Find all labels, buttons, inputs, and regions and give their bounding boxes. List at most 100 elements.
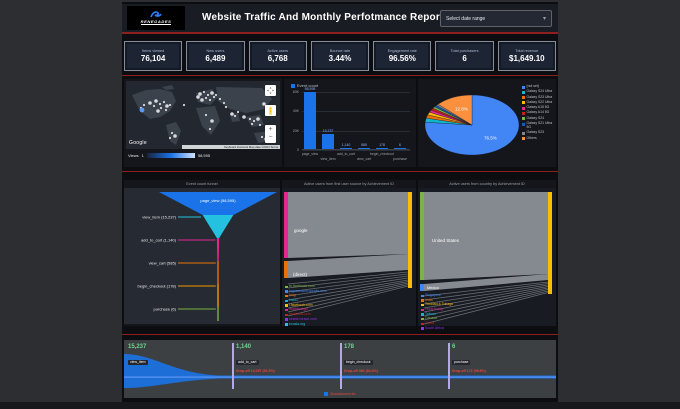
logo-emblem-icon	[150, 11, 162, 18]
pie-legend-item: Galaxy S21 Ultra 5G	[522, 121, 554, 130]
legend-swatch	[291, 83, 295, 88]
geo-map-panel: + − Google Keyboard shortcuts Map data ©…	[124, 79, 282, 167]
kpi-items-viewed: Items viewed 76,104	[124, 41, 183, 71]
funnel-title: Event count funnel	[186, 182, 218, 186]
column-divider	[232, 343, 234, 389]
legend-label: Event count	[297, 83, 319, 88]
legend-swatch	[421, 308, 424, 312]
funnel-step-label: purchase (6)	[154, 306, 177, 311]
bar-page_view	[304, 92, 316, 149]
sankey-list-label: Taiwan	[425, 311, 436, 316]
sankey-list-item: tagassistant.google.com	[285, 289, 327, 294]
dropoff-stat: Drop-off 14,097 (92.5%)	[236, 369, 275, 373]
bar-value-label: 585	[361, 143, 367, 148]
legend-label: (not set)	[526, 84, 539, 88]
event-funnel-panel: Event count funnel page_view (58,595) vie…	[124, 180, 280, 326]
legend-swatch	[285, 285, 288, 288]
zoom-in-icon[interactable]: +	[268, 126, 273, 133]
legend-label: Others	[526, 135, 537, 140]
bar-x-axis: page_view view_item add_to_cart view_cart be…	[302, 151, 410, 163]
date-range-selector[interactable]: Select date range ▾	[440, 10, 552, 27]
views-gradient	[146, 153, 195, 158]
device-pie-chart: 76.5% 12.8%	[424, 94, 520, 156]
divider	[122, 32, 558, 34]
zoom-out-icon[interactable]: −	[268, 134, 273, 141]
map-attribution[interactable]: Keyboard shortcuts Map data ©2024 Terms	[182, 144, 280, 149]
event-funnel-chart: page_view (58,595) view_item (15,237) add_…	[124, 188, 280, 324]
pie-legend-item: Others	[522, 135, 554, 141]
legend-label: Galaxy A15 5G	[526, 105, 550, 110]
legend-swatch	[522, 101, 525, 105]
dropoff-legend-label: Abandonments	[329, 392, 356, 396]
pie-legend-item: Galaxy S24 Ultra	[522, 89, 554, 94]
legend-swatch	[522, 85, 525, 89]
bar-value-label: 1,140	[341, 142, 351, 147]
bar-view_item	[322, 134, 334, 149]
legend-swatch	[522, 90, 525, 94]
step-label-chip: begin_checkout	[344, 359, 373, 365]
bar-value-label: 15,237	[322, 129, 334, 134]
funnel-band-begin_checkout	[217, 284, 219, 307]
kpi-engagement-rate: Engagement rate 96.56%	[373, 41, 432, 71]
legend-swatch	[522, 122, 525, 126]
kpi-row: Items viewed 76,104 New users 6,489 Active…	[124, 39, 556, 73]
sankey-list-item: l.facebook.com	[285, 302, 327, 308]
gridline	[302, 150, 410, 151]
dropoff-step-add-to-cart: 1,140 add_to_cart Drop-off 14,097 (92.5%…	[236, 344, 336, 373]
funnel-step-label: view_item (15,237)	[142, 214, 176, 219]
legend-label: Galaxy S23 Ultra	[526, 94, 553, 99]
street-view-pegman[interactable]	[265, 105, 276, 116]
sankey-country-title: Active users from country by Achievement…	[449, 182, 525, 186]
pan-arrows-icon	[267, 87, 274, 94]
sankey-list-item: ecosia.org	[285, 321, 327, 327]
dropoff-legend: Abandonments	[124, 392, 556, 396]
sankey-list-item: baidu	[285, 299, 327, 303]
sankey-list-label: l.facebook.com	[289, 302, 313, 307]
legend-swatch	[421, 299, 424, 302]
sankey-node	[284, 192, 288, 258]
sankey-node	[548, 192, 552, 294]
map-zoom-control[interactable]: + −	[265, 125, 276, 143]
sankey-list-item: bing	[285, 294, 327, 298]
map-pan-control[interactable]	[265, 85, 276, 96]
page-title: Website Traffic And Monthly Perfotmance …	[202, 12, 444, 23]
report-content: RENEGADES Website Traffic And Monthly Pe…	[122, 2, 558, 403]
dropoff-step-view-item: 15,237 view_item	[128, 344, 148, 365]
google-logo: Google	[129, 140, 147, 146]
legend-swatch	[324, 392, 328, 396]
y-tick: 40K	[292, 109, 299, 114]
sankey-source-list: m.facebook.com tagassistant.google.com bin…	[285, 284, 327, 327]
sankey-list-label: Canada	[425, 316, 438, 321]
sankey-list-label: ecosia.org	[289, 321, 306, 326]
legend-label: Galaxy S24	[526, 115, 545, 120]
kpi-bounce-rate: Bounce rate 3.44%	[310, 41, 370, 71]
sankey-country-list: Singapore India Trinidad & Tobago Hong Kong…	[421, 293, 453, 332]
kpi-total-revenue: Total revenue $1,649.10	[497, 41, 556, 71]
sankey-node	[420, 192, 424, 280]
pie-legend-item: Galaxy S23	[522, 130, 554, 135]
bar-value-label: 58,595	[304, 87, 316, 92]
bar-plot-area: 58,595 15,237 1,140 585 178 6	[302, 87, 410, 151]
sankey-list-item: facebook.com	[285, 313, 327, 317]
y-tick: 0	[297, 148, 299, 152]
gridline	[302, 130, 410, 132]
sankey-list-label: India	[425, 297, 433, 302]
map-canvas[interactable]: + − Google Keyboard shortcuts Map data ©…	[126, 81, 280, 149]
bar-add_to_cart	[340, 147, 352, 149]
legend-swatch	[522, 106, 525, 110]
sankey-node	[408, 192, 412, 288]
divider	[122, 171, 558, 172]
legend-swatch	[522, 96, 525, 100]
bar-value-label: 6	[399, 143, 401, 148]
divider	[122, 75, 558, 76]
x-tick: purchase	[393, 157, 407, 161]
legend-swatch	[285, 323, 288, 326]
bar-purchase	[394, 148, 406, 149]
sankey-list-item: m.facebook.com	[285, 284, 327, 289]
dropoff-step-begin-checkout: 178 begin_checkout Drop-off 962 (84.4%)	[344, 344, 444, 373]
legend-swatch	[421, 327, 424, 330]
sankey-country-chart	[418, 188, 556, 326]
legend-label: Galaxy S23	[526, 130, 545, 135]
sankey-list-label: facebook.com	[289, 312, 311, 317]
